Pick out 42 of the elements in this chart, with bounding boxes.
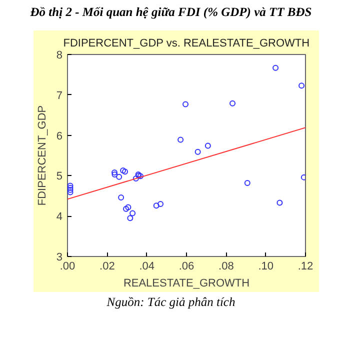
point [298,82,305,88]
point [122,168,128,174]
x-tick-label: .10 [258,260,274,272]
text: Nguồn: Tác giả phân tích [106,294,236,311]
point [158,200,164,207]
y-axis-title: FDIPERCENT_GDP [36,105,48,206]
x-tick-label: .12 [298,260,314,272]
point [182,101,189,108]
point [153,202,160,208]
point [125,204,132,210]
point [112,169,118,176]
x-axis-title: REALESTATE_GROWTH [123,277,250,290]
y-tick-label: 4 [56,210,63,223]
point [123,206,130,212]
point [276,200,283,206]
point [116,174,122,180]
point [127,214,134,221]
point [272,64,279,71]
x-tick-label: .06 [178,260,194,272]
point [130,210,136,216]
point [204,142,211,149]
point [178,136,184,143]
x-tick-label: .04 [139,260,154,272]
y-tick-label: 5 [56,170,63,183]
point [300,174,306,180]
y-tick-label: 8 [56,49,63,62]
point [68,186,74,193]
point [68,189,74,196]
y-tick-label: 6 [56,130,63,142]
y-tick-label: 7 [56,90,63,102]
point [244,180,250,186]
point [118,194,124,200]
point [230,100,236,106]
point [112,171,118,178]
text: Đồ thị 2 - Mối quan hệ giữa FDI (% GDP) và TT BĐS [30,4,312,21]
point [194,148,201,155]
chart-title: FDIPERCENT_GDP vs. REALESTATE_GROWTH [63,37,310,50]
x-tick-label: .02 [100,260,115,272]
point [120,167,126,174]
point [68,182,74,189]
x-tick-label: .08 [218,260,234,272]
point [132,175,139,182]
